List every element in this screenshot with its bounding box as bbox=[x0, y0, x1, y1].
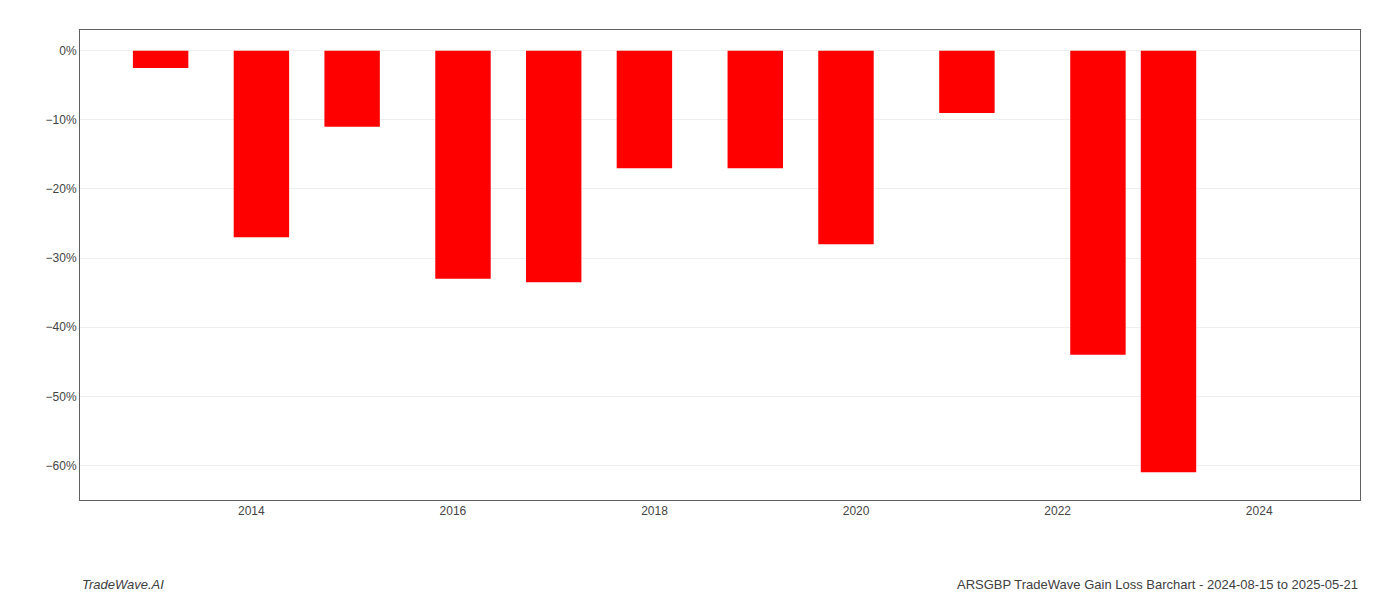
svg-text:2014: 2014 bbox=[238, 504, 265, 518]
svg-text:2022: 2022 bbox=[1044, 504, 1071, 518]
svg-text:TradeWave.AI: TradeWave.AI bbox=[82, 577, 164, 592]
svg-text:−40%: −40% bbox=[46, 320, 77, 334]
svg-text:2024: 2024 bbox=[1246, 504, 1273, 518]
svg-text:−60%: −60% bbox=[46, 459, 77, 473]
svg-text:−10%: −10% bbox=[46, 113, 77, 127]
svg-text:2016: 2016 bbox=[440, 504, 467, 518]
svg-text:−50%: −50% bbox=[46, 390, 77, 404]
svg-text:2020: 2020 bbox=[843, 504, 870, 518]
svg-text:−20%: −20% bbox=[46, 182, 77, 196]
svg-text:−30%: −30% bbox=[46, 251, 77, 265]
svg-text:ARSGBP TradeWave Gain Loss Bar: ARSGBP TradeWave Gain Loss Barchart - 20… bbox=[957, 577, 1358, 592]
svg-text:2018: 2018 bbox=[641, 504, 668, 518]
svg-text:0%: 0% bbox=[59, 44, 77, 58]
